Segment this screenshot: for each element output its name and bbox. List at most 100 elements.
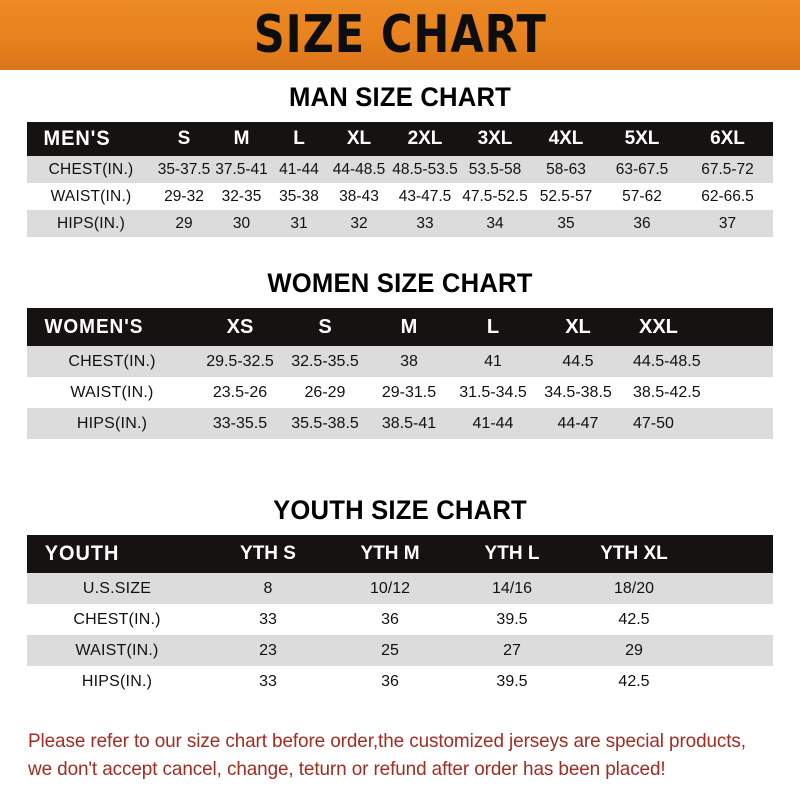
youth-us-size-yth-l: 14/16	[491, 579, 533, 597]
youth-hips-yth-l: 39.5	[496, 672, 528, 690]
youth-size-table: YOUTH YTH S YTH M YTH L YTH XL U.S.SIZE …	[27, 535, 773, 697]
men-size-col-xl: XL	[346, 128, 372, 149]
youth-hips-yth-xl: 42.5	[618, 672, 650, 690]
youth-hips-label: HIPS(IN.)	[81, 672, 153, 690]
women-waist-xs: 23.5-26	[212, 383, 268, 401]
youth-row-spacer	[695, 573, 773, 604]
men-waist-4xl: 52.5-57	[539, 187, 593, 205]
men-waist-5xl: 57-62	[622, 187, 662, 205]
men-chest-l: 41-44	[279, 160, 319, 178]
women-size-col-xl: XL	[565, 315, 591, 338]
table-row: CHEST(IN.) 35-37.5 37.5-41 41-44 44-48.5…	[27, 156, 773, 183]
women-hips-l: 41-44	[472, 414, 514, 432]
men-waist-6xl: 62-66.5	[701, 187, 754, 205]
disclaimer-line-2: we don't accept cancel, change, teturn o…	[28, 758, 666, 780]
women-hips-xs: 33-35.5	[212, 414, 268, 432]
youth-size-section: YOUTH SIZE CHART YOUTH YTH S YTH M YTH L…	[27, 495, 773, 697]
women-size-col-l: L	[486, 315, 500, 338]
men-chest-s: 35-37.5	[157, 160, 211, 178]
women-hips-s: 35.5-38.5	[291, 414, 359, 432]
men-chest-label: CHEST(IN.)	[48, 160, 134, 178]
men-hips-label: HIPS(IN.)	[56, 214, 126, 232]
women-hips-m: 38.5-41	[381, 414, 437, 432]
men-hips-xl: 32	[350, 214, 368, 232]
men-size-col-l: L	[293, 128, 305, 149]
men-size-col-s: S	[177, 128, 191, 149]
women-waist-s: 26-29	[304, 383, 346, 401]
youth-chest-yth-l: 39.5	[496, 610, 528, 628]
women-hips-xxl: 47-50	[633, 414, 674, 432]
youth-waist-label: WAIST(IN.)	[75, 641, 159, 659]
men-hips-5xl: 36	[633, 214, 651, 232]
youth-chest-yth-m: 36	[381, 610, 399, 628]
women-hips-xl: 44-47	[557, 414, 599, 432]
disclaimer-line-1: Please refer to our size chart before or…	[28, 730, 746, 752]
youth-chest-yth-s: 33	[259, 610, 277, 628]
table-row: CHEST(IN.) 29.5-32.5 32.5-35.5 38 41 44.…	[27, 346, 773, 377]
women-size-col-xs: XS	[226, 315, 254, 338]
men-chest-m: 37.5-41	[215, 160, 268, 178]
youth-us-size-label: U.S.SIZE	[82, 579, 152, 597]
youth-size-col-yth-s: YTH S	[240, 543, 296, 564]
women-waist-xxl: 38.5-42.5	[633, 383, 701, 401]
men-size-col-5xl: 5XL	[624, 128, 660, 149]
youth-hips-yth-s: 33	[259, 672, 277, 690]
men-waist-2xl: 43-47.5	[398, 187, 452, 205]
table-row: WAIST(IN.) 23 25 27 29	[27, 635, 773, 666]
men-size-col-4xl: 4XL	[548, 128, 584, 149]
men-section-title: MAN SIZE CHART	[288, 82, 512, 112]
women-waist-label: WAIST(IN.)	[70, 383, 154, 401]
youth-waist-yth-xl: 29	[625, 641, 643, 659]
women-size-col-m: M	[400, 315, 418, 338]
women-size-section: WOMEN SIZE CHART WOMEN'S XS S M L XL XXL…	[27, 268, 773, 439]
women-chest-l: 41	[484, 352, 502, 370]
women-chest-s: 32.5-35.5	[291, 352, 359, 370]
return-policy-disclaimer: Please refer to our size chart before or…	[28, 727, 757, 783]
youth-waist-yth-s: 23	[259, 641, 277, 659]
table-row: HIPS(IN.) 29 30 31 32 33 34 35 36 37	[27, 210, 773, 237]
men-chest-5xl: 63-67.5	[615, 160, 669, 178]
youth-row-spacer	[695, 666, 773, 697]
men-waist-xl: 38-43	[339, 187, 379, 205]
youth-chest-label: CHEST(IN.)	[73, 610, 161, 628]
youth-waist-yth-m: 25	[381, 641, 399, 659]
table-row: WAIST(IN.) 23.5-26 26-29 29-31.5 31.5-34…	[27, 377, 773, 408]
youth-size-col-yth-xl: YTH XL	[600, 543, 668, 564]
men-size-col-m: M	[233, 128, 250, 149]
table-row: U.S.SIZE 8 10/12 14/16 18/20	[27, 573, 773, 604]
men-row-label-header: MEN'S	[43, 127, 111, 150]
women-chest-label: CHEST(IN.)	[68, 352, 156, 370]
youth-chest-yth-xl: 42.5	[618, 610, 650, 628]
men-size-section: MAN SIZE CHART MEN'S S M L XL 2XL 3XL 4X…	[27, 82, 773, 237]
men-chest-4xl: 58-63	[546, 160, 586, 178]
women-chest-m: 38	[400, 352, 418, 370]
youth-us-size-yth-s: 8	[263, 579, 273, 597]
page-title: SIZE CHART	[253, 5, 547, 65]
men-chest-6xl: 67.5-72	[701, 160, 754, 178]
table-row: HIPS(IN.) 33 36 39.5 42.5	[27, 666, 773, 697]
youth-size-col-yth-m: YTH M	[360, 543, 420, 564]
women-waist-m: 29-31.5	[381, 383, 437, 401]
women-size-col-s: S	[318, 315, 332, 338]
youth-row-spacer	[695, 604, 773, 635]
youth-size-col-yth-l: YTH L	[484, 543, 540, 564]
youth-waist-yth-l: 27	[503, 641, 521, 659]
youth-header-spacer	[695, 535, 773, 573]
men-table-header-row: MEN'S S M L XL 2XL 3XL 4XL 5XL 6XL	[27, 122, 773, 156]
men-size-table: MEN'S S M L XL 2XL 3XL 4XL 5XL 6XL CHEST…	[27, 122, 773, 237]
men-waist-l: 35-38	[279, 187, 319, 205]
table-row: CHEST(IN.) 33 36 39.5 42.5	[27, 604, 773, 635]
youth-row-label-header: YOUTH	[44, 542, 120, 565]
men-size-col-3xl: 3XL	[477, 128, 513, 149]
women-section-title: WOMEN SIZE CHART	[267, 268, 533, 298]
youth-section-title: YOUTH SIZE CHART	[273, 495, 527, 525]
women-size-col-xxl: XXL	[639, 315, 678, 338]
youth-hips-yth-m: 36	[381, 672, 399, 690]
men-hips-4xl: 35	[557, 214, 575, 232]
women-hips-label: HIPS(IN.)	[76, 414, 148, 432]
table-row: HIPS(IN.) 33-35.5 35.5-38.5 38.5-41 41-4…	[27, 408, 773, 439]
women-chest-xxl: 44.5-48.5	[633, 352, 701, 370]
women-waist-xl: 34.5-38.5	[544, 383, 612, 401]
youth-us-size-yth-m: 10/12	[369, 579, 411, 597]
men-hips-2xl: 33	[416, 214, 434, 232]
